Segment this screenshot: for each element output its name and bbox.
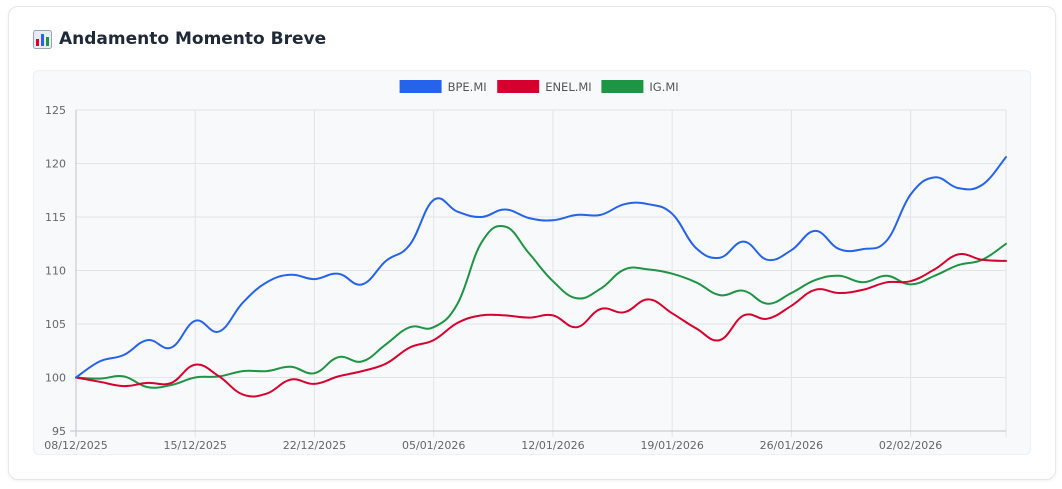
x-tick-label: 26/01/2026 [760, 439, 823, 452]
x-tick-label: 15/12/2025 [164, 439, 227, 452]
series-line-ig-mi [75, 225, 1007, 389]
y-tick-label: 105 [45, 318, 66, 331]
line-chart: 95 100 105 110 115 120 125 08/12/2025 15/12/2025… [44, 80, 1007, 452]
x-tick-label: 19/01/2026 [640, 439, 703, 452]
legend-swatch-ig-mi [601, 80, 644, 93]
y-tick-label: 95 [52, 425, 66, 438]
page-title: Andamento Momento Breve [59, 29, 327, 49]
x-tick-label: 05/01/2026 [402, 439, 465, 452]
series-line-enel-mi [75, 253, 1007, 398]
y-tick-label: 110 [45, 265, 66, 278]
legend-swatch-enel-mi [497, 80, 540, 93]
legend: BPE.MI ENEL.MI IG.MI [399, 80, 679, 94]
legend-label: IG.MI [649, 80, 678, 94]
y-tick-label: 100 [45, 372, 66, 385]
legend-label: BPE.MI [448, 80, 487, 94]
x-tick-label: 02/02/2026 [879, 439, 942, 452]
card-header: Andamento Momento Breve [33, 29, 326, 49]
series-line-bpe-mi [75, 156, 1007, 379]
chart-area: 95 100 105 110 115 120 125 08/12/2025 15/12/2025… [33, 70, 1031, 455]
x-tick-label: 22/12/2025 [283, 439, 346, 452]
y-tick-label: 125 [45, 104, 66, 117]
x-tick-label: 08/12/2025 [44, 439, 107, 452]
bar-chart-icon [33, 29, 52, 49]
y-tick-label: 120 [45, 158, 66, 171]
legend-label: ENEL.MI [545, 80, 592, 94]
y-tick-label: 115 [45, 211, 66, 224]
chart-card: Andamento Momento Breve 95 100 105 110 115 12… [8, 6, 1056, 480]
legend-swatch-bpe-mi [399, 80, 442, 93]
x-tick-label: 12/01/2026 [521, 439, 584, 452]
